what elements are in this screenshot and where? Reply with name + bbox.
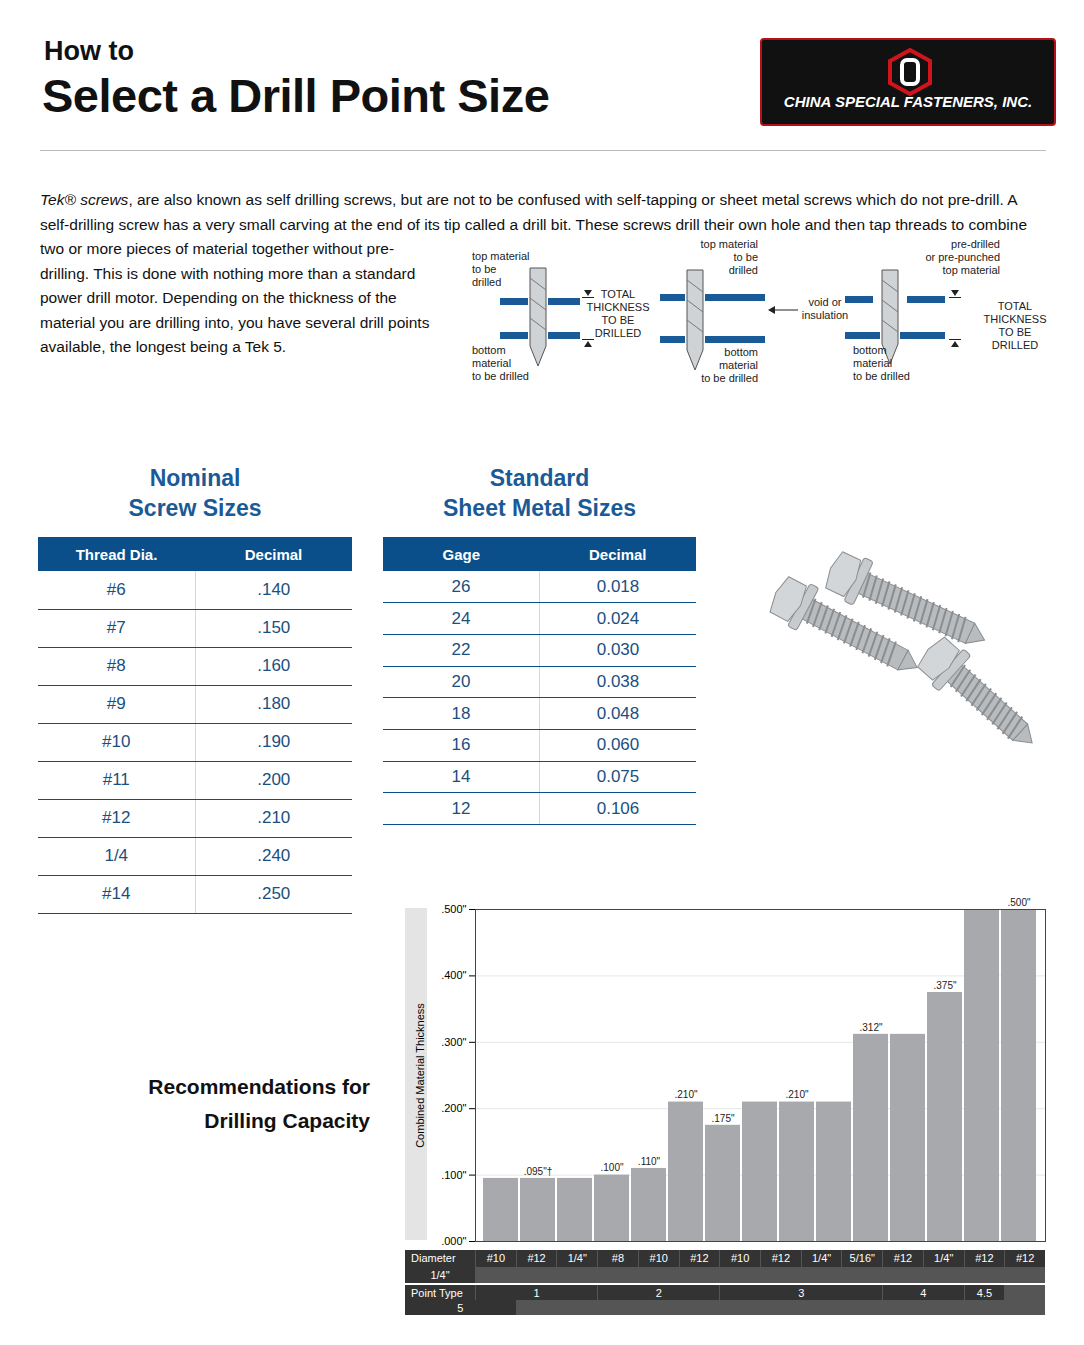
svg-text:.095"†: .095"† [524, 1166, 553, 1177]
svg-text:.500": .500" [441, 903, 466, 915]
svg-text:.500": .500" [1007, 897, 1030, 908]
svg-text:bottommaterialto be drilled: bottommaterialto be drilled [472, 344, 529, 382]
svg-text:Combined Material Thickness: Combined Material Thickness [414, 1003, 426, 1148]
svg-text:.200": .200" [441, 1102, 466, 1114]
svg-text:void orinsulation: void orinsulation [802, 296, 848, 321]
svg-text:top materialto bedrilled: top materialto bedrilled [472, 250, 529, 288]
svg-text:.175": .175" [711, 1113, 734, 1124]
svg-text:TOTALTHICKNESSTO BEDRILLED: TOTALTHICKNESSTO BEDRILLED [587, 288, 650, 339]
svg-text:bottommaterialto be drilled: bottommaterialto be drilled [701, 346, 758, 384]
svg-text:pre-drilledor pre-punchedtop m: pre-drilledor pre-punchedtop material [925, 238, 1000, 276]
svg-text:.210": .210" [674, 1089, 697, 1100]
svg-text:.400": .400" [441, 969, 466, 981]
svg-text:bottommaterialto be drilled: bottommaterialto be drilled [853, 344, 910, 382]
svg-text:.000": .000" [441, 1235, 466, 1245]
svg-text:TOTALTHICKNESSTO BEDRILLED: TOTALTHICKNESSTO BEDRILLED [984, 300, 1047, 351]
svg-text:.100": .100" [441, 1169, 466, 1181]
svg-text:.100": .100" [600, 1162, 623, 1173]
svg-text:.312": .312" [859, 1022, 882, 1033]
svg-text:.210": .210" [785, 1089, 808, 1100]
svg-text:.375": .375" [933, 980, 956, 991]
svg-text:.300": .300" [441, 1036, 466, 1048]
svg-text:.110": .110" [638, 1156, 661, 1167]
svg-text:top materialto bedrilled: top materialto bedrilled [701, 238, 758, 276]
